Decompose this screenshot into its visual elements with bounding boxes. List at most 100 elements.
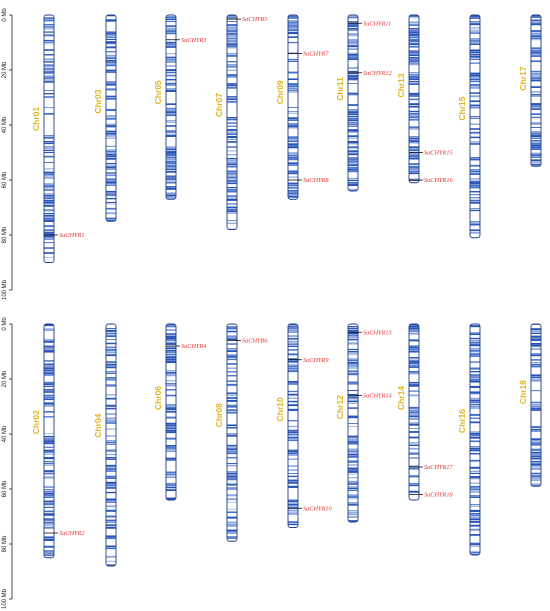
gene-marker: SaCHYR8 [288, 177, 329, 184]
gene-marker: SaCHYR14 [348, 393, 392, 400]
chromosome-outline [105, 323, 117, 567]
chromosome-chr11: Chr11 SaCHYR11 SaCHYR12 [335, 14, 393, 192]
chromosome-outline [530, 14, 542, 167]
gene-label: SaCHYR9 [303, 357, 329, 364]
chromosome-outline [43, 323, 55, 559]
axis-tick-label: 0 Mb [2, 317, 8, 331]
chromosome-outline [226, 14, 238, 230]
gene-marker: SaCHYR17 [409, 464, 454, 471]
mb-axis: 0 Mb 20 Mb 40 Mb 60 Mb 80 Mb 100 Mb [2, 8, 13, 300]
chromosome-label: Chr09 [275, 80, 285, 104]
gene-marker: SaCHYR12 [348, 70, 393, 77]
chromosome-chr14: Chr14 SaCHYR17 SaCHYR18 [396, 323, 454, 501]
chromosome-label: Chr02 [31, 410, 41, 434]
chromosome-label: Chr11 [335, 77, 345, 101]
gene-marker: SaCHYR18 [409, 492, 454, 499]
chromosome-chr01: Chr01 SaCHYR1 [31, 14, 85, 263]
chromosome-body [470, 324, 480, 555]
chromosome-chr07: Chr07 SaCHYR5 [214, 14, 268, 230]
density-bands [470, 15, 480, 234]
chromosome-label: Chr10 [275, 397, 285, 421]
gene-label: SaCHYR12 [363, 70, 393, 77]
axis-tick-label: 60 Mb [2, 171, 8, 188]
density-bands [166, 324, 176, 500]
panel-2: 0 Mb 20 Mb 40 Mb 60 Mb 80 Mb 100 Mb Chr02 SaCHY… [2, 317, 542, 609]
chromosome-outline [287, 14, 299, 200]
chromosome-label: Chr05 [153, 80, 163, 104]
gene-marker: SaCHYR15 [409, 150, 453, 157]
density-bands [106, 328, 116, 566]
axis-tick-label: 20 Mb [2, 370, 8, 387]
chromosome-chr16: Chr16 [457, 323, 481, 556]
gene-marker: SaCHYR11 [348, 20, 391, 27]
chromosome-outline [347, 14, 359, 192]
gene-label: SaCHYR14 [363, 393, 392, 400]
gene-marker: SaCHYR3 [166, 37, 207, 44]
gene-marker: SaCHYR7 [288, 51, 329, 58]
gene-label: SaCHYR11 [363, 20, 391, 27]
chromosome-label: Chr06 [153, 386, 163, 410]
chromosome-outline [530, 323, 542, 487]
chromosome-outline [226, 323, 238, 542]
gene-label: SaCHYR15 [424, 150, 453, 157]
chromosome-label: Chr15 [457, 96, 467, 120]
gene-marker: SaCHYR9 [288, 357, 329, 364]
axis-tick-label: 100 Mb [2, 279, 8, 300]
gene-marker: SaCHYR4 [166, 343, 207, 350]
gene-marker: SaCHYR10 [288, 505, 333, 512]
chromosome-body [227, 15, 237, 230]
gene-label: SaCHYR13 [363, 329, 392, 336]
chromosome-body [106, 324, 116, 566]
density-bands [44, 324, 54, 557]
chromosome-outline [408, 323, 420, 501]
gene-label: SaCHYR17 [424, 464, 454, 471]
chromosome-label: Chr03 [93, 89, 103, 113]
chromosome-label: Chr08 [214, 403, 224, 427]
chromosome-outline [43, 14, 55, 263]
gene-marker: SaCHYR2 [44, 530, 85, 537]
chromosome-chr04: Chr04 [93, 323, 117, 567]
density-bands [348, 326, 358, 522]
gene-label: SaCHYR7 [303, 51, 329, 58]
density-bands [348, 15, 358, 191]
gene-marker: SaCHYR16 [409, 177, 454, 184]
chromosome-chr03: Chr03 [93, 14, 117, 222]
axis-tick-label: 40 Mb [2, 116, 8, 133]
density-bands [470, 325, 480, 555]
chromosome-outline [347, 323, 359, 523]
density-bands [531, 15, 541, 167]
chromosome-label: Chr18 [518, 380, 528, 404]
gene-marker: SaCHYR1 [44, 232, 85, 239]
chromosome-chr02: Chr02 SaCHYR2 [31, 323, 85, 559]
chromosome-outline [469, 323, 481, 556]
gene-label: SaCHYR6 [242, 338, 268, 345]
chromosome-chr12: Chr12 SaCHYR13 SaCHYR14 [335, 323, 392, 523]
gene-label: SaCHYR16 [424, 177, 454, 184]
density-bands [227, 326, 237, 539]
gene-marker: SaCHYR6 [227, 338, 268, 345]
chromosome-chr10: Chr10 SaCHYR9 SaCHYR10 [275, 323, 333, 528]
axis-tick-label: 0 Mb [2, 8, 8, 22]
axis-tick-label: 60 Mb [2, 480, 8, 497]
density-bands [227, 15, 237, 230]
gene-label: SaCHYR18 [424, 492, 454, 499]
density-bands [288, 15, 298, 198]
chromosome-chr08: Chr08 SaCHYR6 [214, 323, 268, 542]
chromosome-outline [105, 14, 117, 222]
chromosome-chr05: Chr05 SaCHYR3 [153, 14, 207, 200]
chromosome-outline [165, 323, 177, 501]
gene-marker: SaCHYR5 [227, 16, 268, 23]
chromosome-outline [469, 14, 481, 239]
gene-marker: SaCHYR13 [348, 329, 392, 336]
gene-label: SaCHYR3 [181, 37, 207, 44]
gene-label: SaCHYR8 [303, 177, 329, 184]
chromosome-label: Chr16 [457, 409, 467, 433]
axis-tick-label: 20 Mb [2, 61, 8, 78]
chromosome-chr15: Chr15 [457, 14, 481, 239]
gene-label: SaCHYR1 [59, 232, 85, 239]
chromosome-chr09: Chr09 SaCHYR7 SaCHYR8 [275, 14, 329, 200]
chromosome-chr06: Chr06 SaCHYR4 [153, 323, 207, 501]
chromosome-body [470, 15, 480, 238]
gene-label: SaCHYR5 [242, 16, 268, 23]
